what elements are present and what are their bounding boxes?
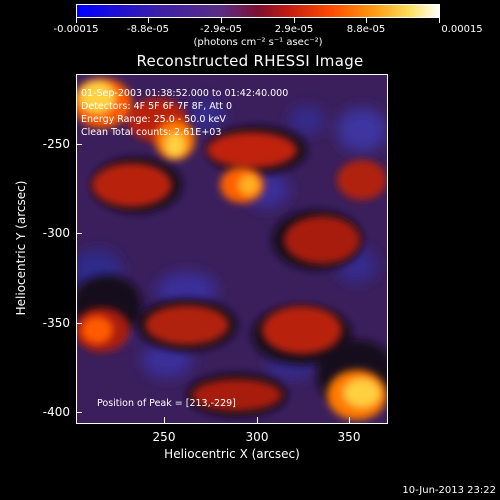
x-tick-label: 300 [245, 430, 269, 444]
colorbar-label: 0.00015 [441, 24, 483, 35]
plot-title: Reconstructed RHESSI Image [136, 52, 364, 70]
annotation-peak: Position of Peak = [213,-229] [97, 398, 236, 409]
red-regions [77, 98, 387, 411]
colorbar-tick [221, 18, 222, 23]
y-tick [76, 412, 82, 413]
colorbar-label: -0.00015 [53, 24, 99, 35]
annotation-time: 01-Sep-2003 01:38:52.000 to 01:42:40.000 [81, 88, 289, 99]
hot-regions [77, 78, 387, 420]
colorbar-label: -2.9e-05 [200, 24, 242, 35]
y-tick [76, 144, 82, 145]
rhessi-image: 01-Sep-2003 01:38:52.000 to 01:42:40.000… [76, 74, 388, 424]
annotation-energy: Energy Range: 25.0 - 50.0 keV [81, 114, 226, 125]
y-tick-label: -350 [42, 316, 70, 330]
x-tick-label: 250 [152, 430, 176, 444]
annotation-clean: Clean Total counts: 2.61E+03 [81, 127, 222, 138]
colorbar-units: (photons cm⁻² s⁻¹ asec⁻²) [193, 37, 323, 48]
annotation-detectors: Detectors: 4F 5F 6F 7F 8F, Att 0 [81, 101, 233, 112]
y-tick [76, 233, 82, 234]
colorbar-tick [439, 18, 440, 23]
x-tick [257, 417, 258, 423]
image-map [77, 75, 387, 423]
blue-regions [77, 99, 387, 380]
colorbar-tick [294, 18, 295, 23]
x-tick [349, 417, 350, 423]
x-tick-label: 350 [337, 430, 361, 444]
y-tick-label: -250 [42, 137, 70, 151]
colorbar [76, 4, 440, 18]
colorbar-tick [76, 18, 77, 23]
x-tick [164, 417, 165, 423]
colorbar-label: 8.8e-05 [346, 24, 386, 35]
timestamp: 10-Jun-2013 23:22 [402, 485, 496, 496]
y-tick-label: -400 [42, 405, 70, 419]
y-tick-label: -300 [42, 226, 70, 240]
colorbar-label: -8.8e-05 [127, 24, 169, 35]
colorbar-tick [148, 18, 149, 23]
colorbar-tick [366, 18, 367, 23]
y-axis-label: Heliocentric Y (arcsec) [14, 180, 28, 316]
colorbar-label: 2.9e-05 [274, 24, 314, 35]
y-tick [76, 323, 82, 324]
x-axis-label: Heliocentric X (arcsec) [164, 447, 300, 461]
